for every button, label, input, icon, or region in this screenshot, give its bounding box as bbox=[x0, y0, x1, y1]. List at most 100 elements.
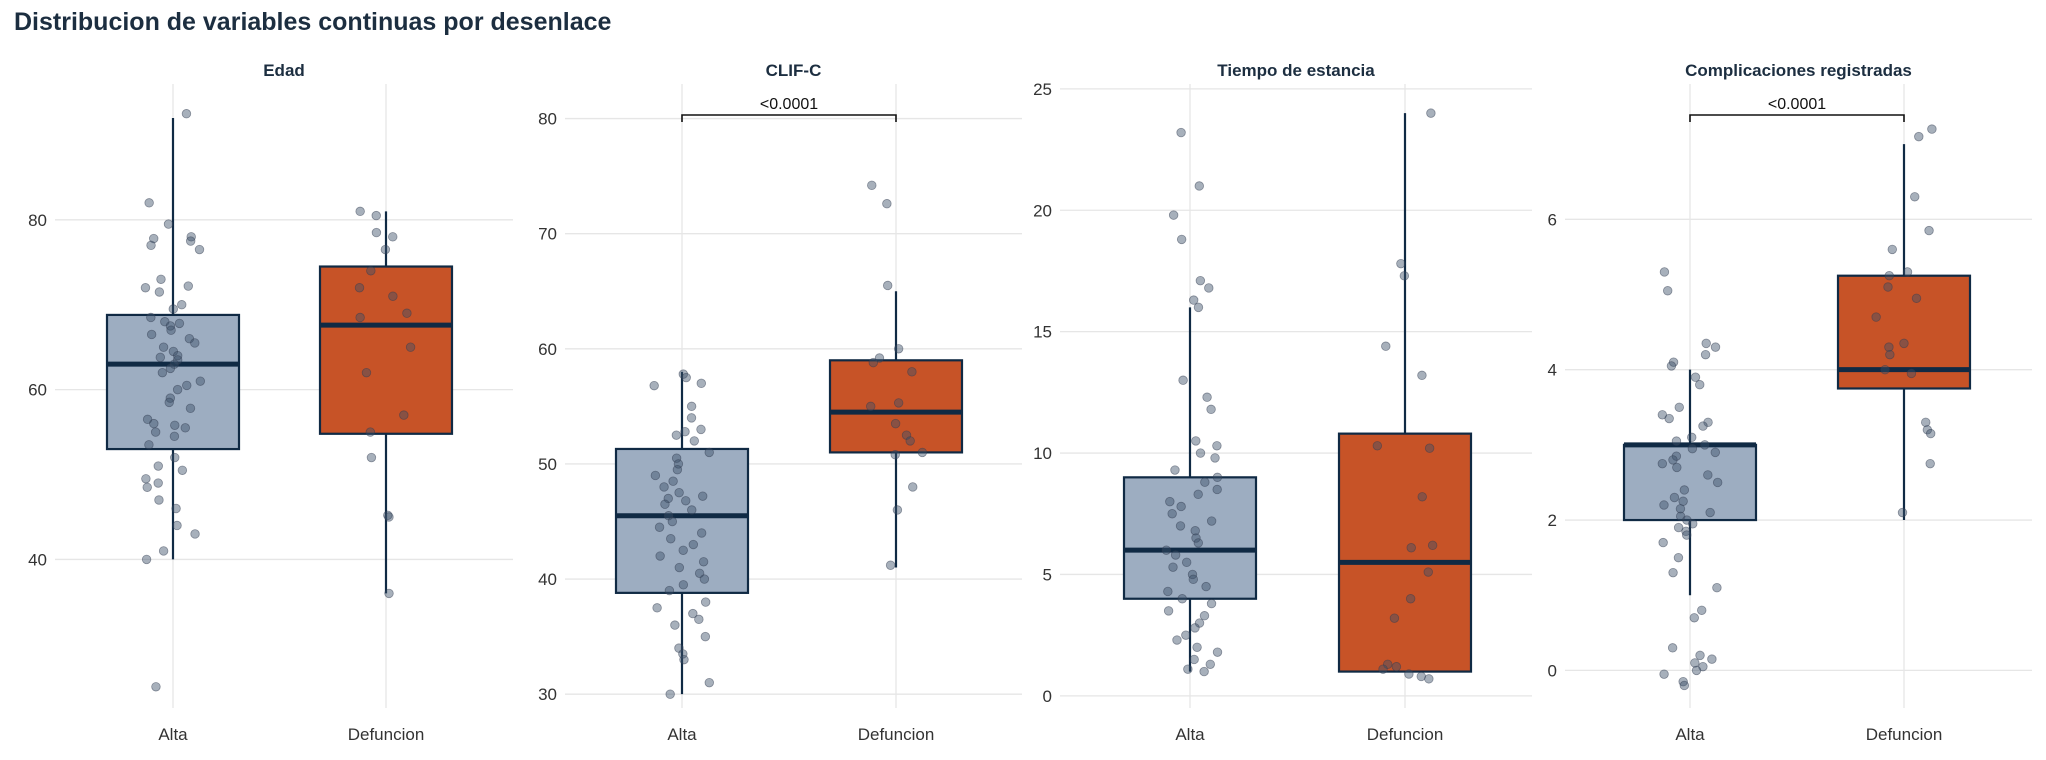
data-point bbox=[1712, 477, 1723, 488]
data-point bbox=[688, 539, 699, 550]
data-point bbox=[1178, 375, 1188, 385]
data-point bbox=[144, 440, 154, 450]
data-point bbox=[354, 283, 365, 293]
data-point bbox=[1181, 630, 1191, 640]
data-point bbox=[1202, 392, 1212, 402]
data-point bbox=[1675, 504, 1686, 514]
data-point bbox=[696, 378, 706, 389]
x-tick-label: Defuncion bbox=[348, 725, 425, 744]
data-point bbox=[1206, 516, 1217, 526]
x-tick-label: Alta bbox=[158, 725, 188, 744]
data-point bbox=[907, 367, 917, 377]
data-point bbox=[1668, 567, 1678, 578]
y-tick-label: 60 bbox=[28, 381, 47, 400]
data-point bbox=[1703, 417, 1713, 428]
data-point bbox=[1381, 341, 1391, 351]
data-point bbox=[686, 401, 697, 412]
data-point bbox=[678, 545, 688, 555]
data-point bbox=[1191, 533, 1201, 543]
data-point bbox=[1690, 658, 1700, 668]
y-tick-label: 4 bbox=[1548, 361, 1557, 380]
data-point bbox=[890, 418, 901, 429]
data-point bbox=[668, 476, 678, 486]
box-body bbox=[1337, 432, 1473, 673]
data-point bbox=[156, 274, 166, 284]
data-point bbox=[1168, 210, 1179, 220]
data-point bbox=[1205, 659, 1215, 669]
data-point bbox=[665, 689, 675, 699]
data-point bbox=[1697, 605, 1707, 615]
x-tick-label: Defuncion bbox=[858, 725, 935, 744]
data-point bbox=[140, 283, 151, 293]
data-point bbox=[885, 560, 896, 570]
data-point bbox=[901, 430, 912, 440]
y-tick-label: 2 bbox=[1548, 511, 1557, 530]
data-point bbox=[141, 474, 151, 484]
data-point bbox=[371, 227, 382, 238]
data-point bbox=[893, 344, 904, 354]
data-point bbox=[1662, 286, 1673, 296]
data-point bbox=[1187, 569, 1198, 580]
data-point bbox=[892, 505, 903, 515]
data-point bbox=[1914, 131, 1924, 142]
data-point bbox=[1195, 275, 1206, 286]
x-tick-label: Alta bbox=[667, 725, 697, 744]
data-point bbox=[1163, 606, 1174, 616]
data-point bbox=[195, 376, 206, 386]
data-point bbox=[158, 546, 169, 556]
data-point bbox=[698, 491, 708, 501]
data-point bbox=[704, 677, 714, 688]
data-point bbox=[1679, 485, 1690, 495]
data-point bbox=[1212, 647, 1223, 657]
data-point bbox=[1707, 654, 1717, 664]
y-tick-label: 0 bbox=[1548, 661, 1557, 680]
data-point bbox=[1658, 537, 1668, 548]
data-point bbox=[1195, 448, 1206, 458]
p-value-label: <0.0001 bbox=[760, 96, 818, 113]
data-point bbox=[402, 308, 412, 318]
data-point bbox=[688, 608, 698, 619]
y-tick-label: 10 bbox=[1033, 444, 1052, 463]
data-point bbox=[149, 418, 159, 429]
data-point bbox=[1671, 436, 1682, 446]
panel-0: 40 60 80 Edad Alta Defuncion bbox=[28, 61, 513, 744]
data-point bbox=[361, 367, 372, 378]
data-point bbox=[1383, 659, 1393, 669]
data-point bbox=[190, 338, 200, 348]
data-point bbox=[371, 210, 381, 221]
data-point bbox=[1406, 543, 1416, 553]
data-point bbox=[654, 522, 665, 532]
y-tick-label: 15 bbox=[1033, 323, 1052, 342]
data-point bbox=[1189, 654, 1199, 665]
data-point bbox=[1404, 669, 1414, 679]
data-point bbox=[405, 342, 416, 352]
data-point bbox=[890, 450, 900, 460]
data-point bbox=[1389, 613, 1400, 623]
data-point bbox=[158, 342, 169, 352]
data-point bbox=[183, 281, 193, 291]
data-point bbox=[700, 597, 711, 607]
significance-bracket bbox=[681, 114, 897, 122]
data-point bbox=[185, 403, 196, 414]
data-point bbox=[1372, 441, 1383, 451]
data-point bbox=[1168, 562, 1178, 572]
data-point bbox=[667, 516, 678, 527]
y-tick-label: 40 bbox=[538, 570, 557, 589]
data-point bbox=[1921, 417, 1931, 428]
panel-2: 0 5 10 15 20 25 Tiempo de estancia Alta Defuncio… bbox=[1033, 61, 1532, 744]
data-point bbox=[177, 300, 187, 310]
data-point bbox=[1165, 496, 1175, 507]
panel-title: Complicaciones registradas bbox=[1685, 61, 1912, 80]
p-value-label: <0.0001 bbox=[1768, 96, 1826, 113]
data-point bbox=[696, 424, 706, 435]
y-tick-label: 80 bbox=[538, 110, 557, 129]
x-tick-label: Defuncion bbox=[1866, 725, 1943, 744]
y-tick-label: 0 bbox=[1043, 687, 1052, 706]
data-point bbox=[696, 528, 707, 538]
data-point bbox=[664, 585, 675, 596]
y-tick-label: 25 bbox=[1033, 80, 1052, 99]
data-point bbox=[1423, 567, 1433, 577]
data-point bbox=[867, 180, 877, 191]
data-point bbox=[1188, 574, 1198, 585]
